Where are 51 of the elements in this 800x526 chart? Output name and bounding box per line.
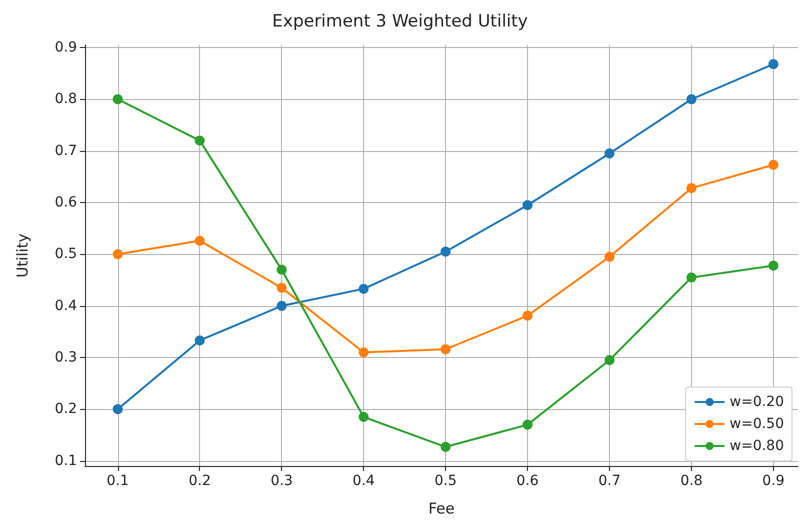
x-tick-label: 0.5 bbox=[434, 473, 457, 489]
point bbox=[768, 260, 778, 271]
point bbox=[522, 310, 533, 321]
point bbox=[358, 412, 369, 422]
x-tick-label: 0.4 bbox=[352, 473, 375, 489]
point bbox=[604, 252, 615, 262]
x-tick-label: 0.6 bbox=[516, 473, 539, 489]
chart-title: Experiment 3 Weighted Utility bbox=[272, 12, 528, 32]
point bbox=[112, 249, 123, 260]
point bbox=[358, 284, 369, 294]
legend-label: w=0.20 bbox=[730, 394, 784, 410]
point bbox=[112, 94, 123, 104]
y-tick-label: 0.7 bbox=[54, 142, 77, 159]
legend-label: w=0.80 bbox=[730, 438, 784, 454]
point bbox=[276, 282, 287, 293]
y-tick-label: 0.6 bbox=[54, 194, 78, 211]
point bbox=[194, 335, 205, 346]
point bbox=[604, 148, 615, 158]
y-tick-label: 0.8 bbox=[54, 91, 77, 108]
point bbox=[686, 272, 696, 282]
point bbox=[440, 246, 451, 257]
x-axis-title: Fee bbox=[428, 500, 455, 518]
y-tick-label: 0.2 bbox=[54, 401, 77, 418]
x-tick-label: 0.9 bbox=[762, 473, 785, 489]
point bbox=[440, 442, 451, 452]
point bbox=[440, 344, 451, 354]
x-tick-label: 0.7 bbox=[598, 473, 621, 489]
y-tick-label: 0.5 bbox=[54, 246, 77, 262]
legend-label: w=0.50 bbox=[730, 416, 784, 432]
point bbox=[604, 355, 615, 366]
point bbox=[276, 300, 287, 311]
y-tick-label: 0.9 bbox=[54, 40, 77, 56]
point bbox=[194, 136, 205, 146]
x-tick-label: 0.8 bbox=[680, 473, 703, 489]
point bbox=[194, 236, 205, 246]
x-tick-label: 0.3 bbox=[270, 473, 293, 489]
point bbox=[686, 183, 696, 194]
x-tick-label: 0.2 bbox=[188, 473, 211, 489]
y-tick-label: 0.3 bbox=[54, 350, 77, 366]
x-tick-label: 0.1 bbox=[106, 473, 129, 489]
point bbox=[276, 264, 287, 275]
point bbox=[522, 420, 533, 430]
y-tick-label: 0.1 bbox=[54, 452, 77, 469]
point bbox=[686, 94, 696, 104]
point bbox=[768, 59, 778, 70]
y-tick-label: 0.4 bbox=[54, 298, 78, 314]
point bbox=[112, 404, 123, 414]
y-axis-title: Utility bbox=[14, 233, 32, 278]
point bbox=[522, 200, 533, 210]
point bbox=[358, 347, 369, 358]
point bbox=[768, 160, 778, 170]
